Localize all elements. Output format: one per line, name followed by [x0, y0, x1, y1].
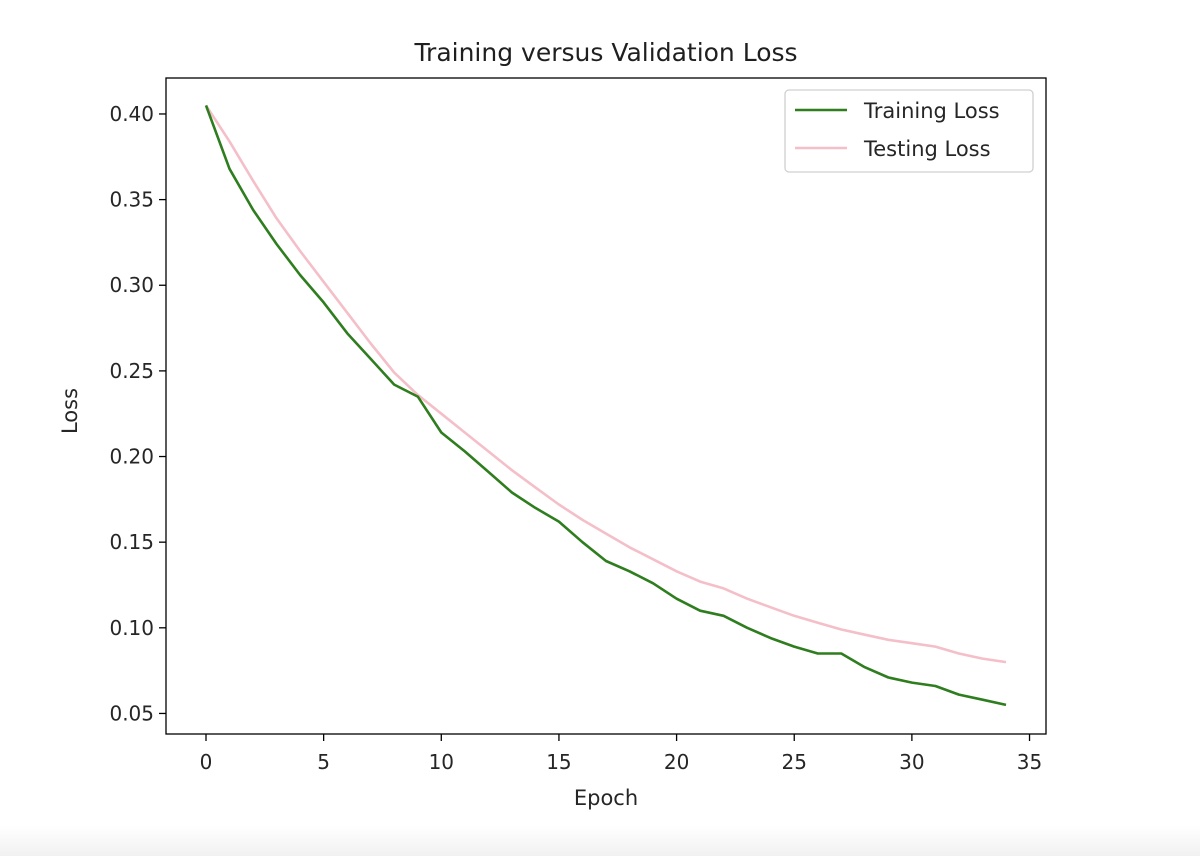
plot-area-background [166, 78, 1046, 734]
x-tick-label: 15 [546, 750, 571, 774]
x-tick-label: 30 [899, 750, 924, 774]
x-tick-label: 25 [782, 750, 807, 774]
legend: Training Loss Testing Loss [784, 89, 1034, 173]
window-bottom-edge [0, 826, 1200, 856]
plot-area-frame [165, 77, 1047, 735]
legend-label-training-loss: Training Loss [863, 99, 1000, 123]
x-tick-label: 0 [200, 750, 213, 774]
x-axis-label: Epoch [574, 786, 638, 810]
y-tick-label: 0.15 [109, 530, 154, 554]
x-tick-label: 5 [317, 750, 330, 774]
y-axis-ticks: 0.05 0.10 0.15 0.20 0.25 0.30 0.35 0.40 [109, 102, 166, 725]
x-tick-label: 10 [429, 750, 454, 774]
y-tick-label: 0.05 [109, 701, 154, 725]
y-tick-label: 0.30 [109, 273, 154, 297]
series-line-testing-loss [204, 104, 1007, 664]
y-axis-label: Loss [58, 388, 82, 434]
y-tick-label: 0.10 [109, 616, 154, 640]
y-tick-label: 0.35 [109, 188, 154, 212]
series-line-training-loss [204, 104, 1007, 707]
y-tick-label: 0.25 [109, 359, 154, 383]
x-tick-label: 20 [664, 750, 689, 774]
y-tick-label: 0.20 [109, 445, 154, 469]
y-tick-label: 0.40 [109, 102, 154, 126]
x-tick-label: 35 [1017, 750, 1042, 774]
legend-label-testing-loss: Testing Loss [863, 137, 991, 161]
chart-title: Training versus Validation Loss [413, 38, 797, 67]
x-axis-ticks: 0 5 10 15 20 25 30 35 [200, 734, 1042, 774]
series-lines [204, 104, 1007, 707]
